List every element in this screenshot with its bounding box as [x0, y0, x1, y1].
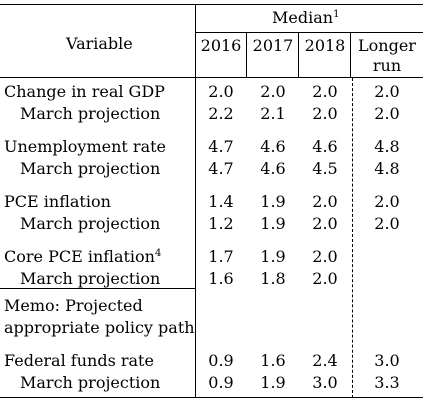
table-cell: 2.0 [312, 82, 338, 101]
table-cell: 1.6 [208, 269, 234, 288]
table-cell: 1.2 [208, 214, 234, 233]
table-cell: 0.9 [208, 373, 234, 392]
table-cell: 1.8 [260, 269, 286, 288]
table-cell: 1.9 [260, 214, 286, 233]
table-cell: 3.3 [374, 373, 400, 392]
table-cell: 1.4 [208, 192, 234, 211]
table-cell: 2.0 [312, 214, 338, 233]
table-cell: 4.6 [260, 159, 286, 178]
median-footnote-marker: 1 [333, 9, 340, 20]
row-label: Change in real GDP [4, 82, 165, 101]
table-cell: 2.0 [374, 82, 400, 101]
table-cell: 2.0 [374, 104, 400, 123]
year-2016-divider [246, 32, 247, 77]
table-cell: 4.5 [312, 159, 338, 178]
memo-line2: appropriate policy path [4, 318, 195, 337]
row-label: March projection [20, 159, 161, 178]
table-cell: 4.8 [374, 159, 400, 178]
table-cell: 2.0 [374, 214, 400, 233]
row-label: March projection [20, 269, 161, 288]
row-label: March projection [20, 104, 161, 123]
table-cell: 0.9 [208, 351, 234, 370]
median-underline [195, 32, 423, 33]
year-2018-header: 2018 [304, 36, 346, 55]
table-cell: 4.6 [260, 137, 286, 156]
year-2018-divider [350, 32, 351, 77]
row-label: Unemployment rate [4, 137, 167, 156]
table-cell: 1.6 [260, 351, 286, 370]
table-cell: 4.6 [312, 137, 338, 156]
longer-run-header-line1: Longer [358, 36, 416, 55]
table-cell: 2.0 [312, 269, 338, 288]
table-cell: 2.0 [312, 192, 338, 211]
table-cell: 1.9 [260, 247, 286, 266]
footnote-marker: 4 [154, 248, 162, 259]
table-cell: 4.8 [374, 137, 400, 156]
table-cell: 4.7 [208, 159, 234, 178]
variable-column-divider [195, 4, 196, 398]
row-label: March projection [20, 373, 161, 392]
table-cell: 1.9 [260, 192, 286, 211]
table-cell: 2.0 [374, 192, 400, 211]
longer-run-dashed-divider [352, 78, 353, 398]
table-cell: 1.7 [208, 247, 234, 266]
header-bottom-rule [0, 77, 423, 78]
table-cell: 2.1 [260, 104, 286, 123]
row-label: Federal funds rate [4, 351, 154, 370]
memo-top-rule [0, 288, 196, 289]
table-cell: 2.4 [312, 351, 338, 370]
longer-run-header-line2: run [372, 56, 402, 75]
row-label: Core PCE inflation4 [4, 247, 162, 266]
year-2016-header: 2016 [200, 36, 242, 55]
table-cell: 3.0 [374, 351, 400, 370]
memo-line1: Memo: Projected [4, 296, 143, 315]
table-cell: 3.0 [312, 373, 338, 392]
table-cell: 2.2 [208, 104, 234, 123]
year-2017-divider [298, 32, 299, 77]
year-2017-header: 2017 [252, 36, 294, 55]
row-label: March projection [20, 214, 161, 233]
table-cell: 2.0 [260, 82, 286, 101]
median-header: Median1 [272, 8, 340, 27]
variable-header: Variable [66, 34, 133, 53]
table-cell: 4.7 [208, 137, 234, 156]
table-cell: 2.0 [312, 104, 338, 123]
projections-table [0, 4, 423, 398]
table-cell: 2.0 [312, 247, 338, 266]
table-cell: 1.9 [260, 373, 286, 392]
row-label: PCE inflation [4, 192, 111, 211]
table-cell: 2.0 [208, 82, 234, 101]
